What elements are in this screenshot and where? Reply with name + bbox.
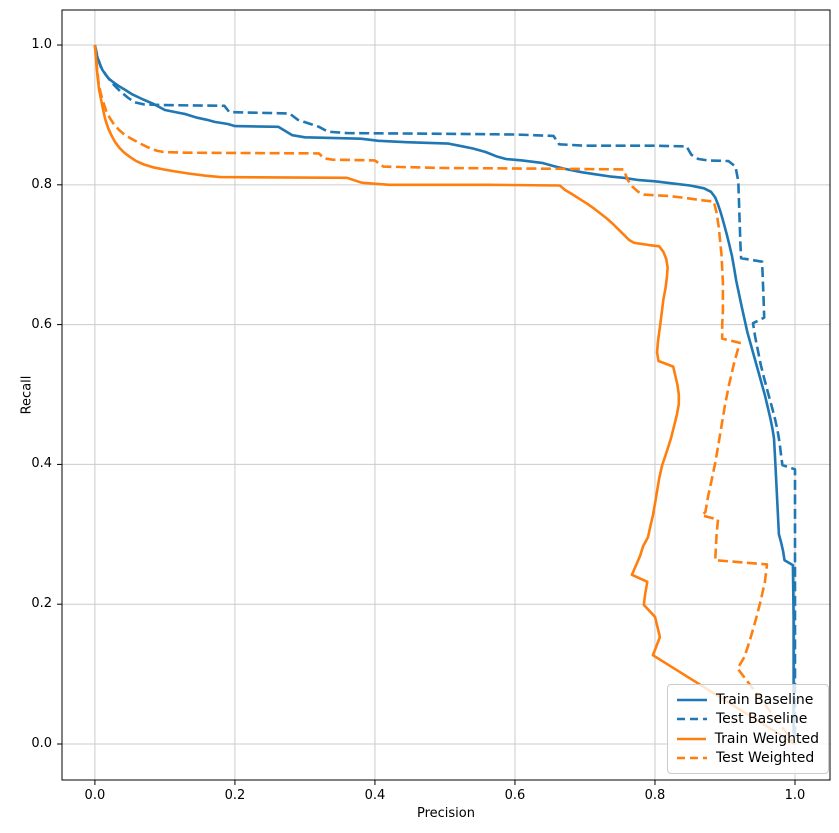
y-tick-label: 0.0: [31, 736, 52, 751]
legend-item-test-weighted: Test Weighted: [677, 749, 819, 769]
legend-label: Test Weighted: [716, 750, 815, 767]
axes-frame: [61, 9, 831, 781]
curve-train-weighted: [93, 44, 796, 746]
legend-line-dashed-orange-icon: [677, 756, 707, 760]
legend-line-solid-blue-icon: [677, 698, 707, 702]
curve-train-baseline: [93, 44, 795, 734]
legend-item-train-weighted: Train Weighted: [677, 729, 819, 749]
x-tick-label: 0.4: [364, 788, 386, 803]
y-tick-label: 0.8: [31, 176, 52, 192]
y-tick-label: 0.2: [31, 596, 52, 612]
x-axis-label: Precision: [416, 806, 475, 821]
x-tick-label: 0.6: [504, 788, 526, 803]
legend-item-train-baseline: Train Baseline: [677, 690, 819, 710]
x-tick-label: 1.0: [784, 788, 806, 803]
x-tick-label: 0.2: [224, 788, 246, 803]
legend-item-test-baseline: Test Baseline: [677, 710, 819, 730]
x-tick-label: 0.8: [644, 788, 666, 803]
x-tick-label: 0.0: [84, 788, 106, 803]
y-tick-label: 1.0: [31, 37, 52, 53]
legend-label: Test Baseline: [716, 711, 808, 728]
legend-line-solid-orange-icon: [677, 737, 706, 741]
legend-line-dashed-blue-icon: [677, 717, 707, 721]
curve-test-weighted: [93, 44, 797, 745]
legend: Train Baseline Test Baseline Train Weigh…: [667, 684, 829, 774]
y-tick-label: 0.6: [31, 316, 52, 332]
y-axis-label: Recall: [19, 375, 35, 415]
y-tick-label: 0.4: [31, 456, 52, 472]
curve-test-baseline: [93, 44, 797, 737]
legend-label: Train Baseline: [716, 691, 814, 708]
legend-label: Train Weighted: [714, 730, 819, 747]
